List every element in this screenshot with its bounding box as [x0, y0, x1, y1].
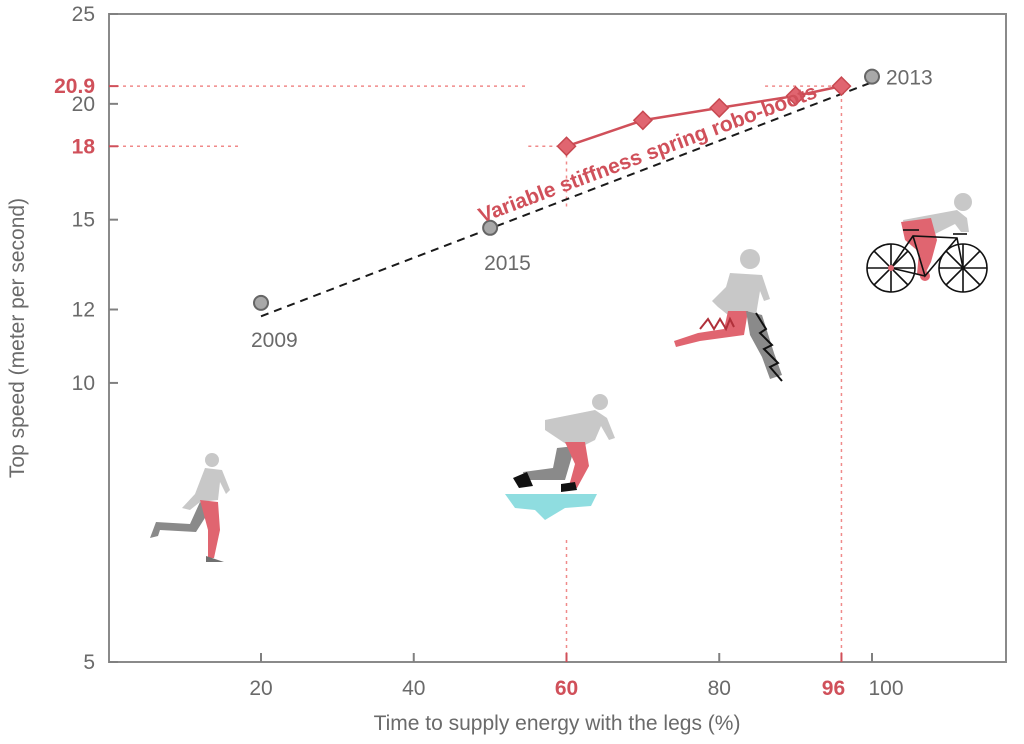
- spring-boot-runner-illustration: [674, 249, 783, 382]
- reference-lines: [109, 85, 843, 662]
- y-tick-label: 20.9: [54, 75, 95, 98]
- cyclist-illustration: [866, 193, 988, 293]
- y-tick-label: 20: [72, 93, 95, 116]
- record-point: [482, 219, 499, 236]
- robo-boots-series: [556, 76, 852, 157]
- robo-boots-series-label: Variable stiffness spring robo-boots: [475, 80, 820, 227]
- y-tick-label: 5: [83, 651, 95, 674]
- robo-boots-marker: [785, 85, 806, 106]
- record-year-label: 2013: [886, 67, 933, 90]
- speed-skater-illustration: [505, 394, 615, 520]
- record-point: [864, 68, 880, 85]
- x-tick-label: 80: [708, 677, 731, 700]
- robo-boots-marker: [632, 110, 653, 131]
- plot-frame: [108, 13, 1007, 663]
- robo-boots-marker: [556, 136, 577, 157]
- y-tick-label: 18: [72, 135, 96, 158]
- trend-line: [260, 81, 873, 318]
- trend-line-group: [260, 81, 873, 318]
- robo-boots-marker: [831, 76, 852, 97]
- world-record-points: 2009 2015 2013: [251, 67, 933, 352]
- x-axis-title: Time to supply energy with the legs (%): [374, 712, 741, 735]
- x-tick-label: 100: [868, 677, 903, 700]
- x-axis-ticks: 20 40 60 80 96 100: [249, 653, 904, 700]
- record-year-label: 2009: [251, 329, 298, 352]
- y-tick-label: 15: [72, 209, 95, 232]
- x-tick-label: 40: [402, 677, 425, 700]
- y-tick-label: 12: [72, 299, 95, 322]
- x-tick-label: 20: [249, 677, 272, 700]
- robo-boots-marker: [709, 97, 730, 118]
- x-tick-label: 96: [822, 677, 845, 700]
- x-tick-label: 60: [555, 677, 578, 700]
- y-tick-label: 10: [72, 372, 95, 395]
- y-axis-title: Top speed (meter per second): [6, 198, 29, 478]
- record-year-label: 2015: [484, 252, 531, 275]
- runner-illustration: [150, 453, 230, 562]
- y-tick-label: 25: [72, 3, 95, 26]
- record-point: [253, 294, 269, 311]
